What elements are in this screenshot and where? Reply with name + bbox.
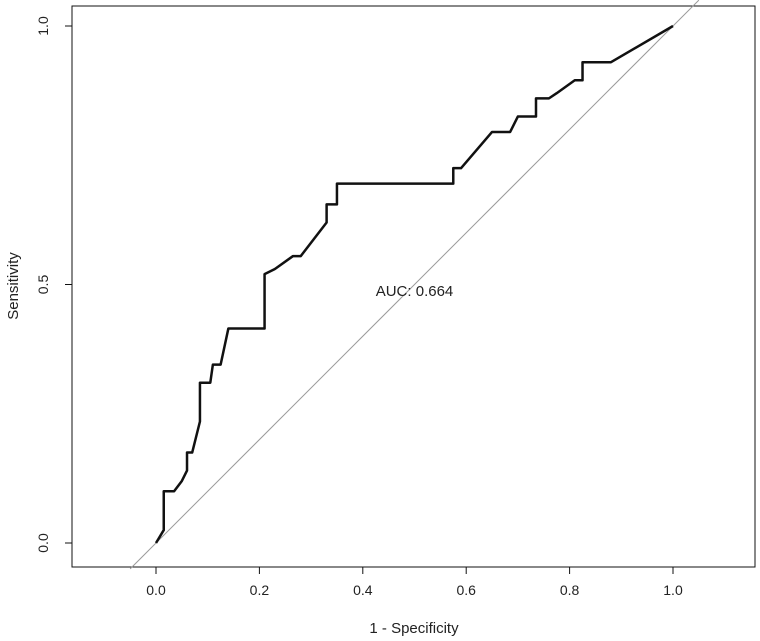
y-axis-label: Sensitivity: [5, 252, 22, 320]
y-tick-label: 0.5: [35, 275, 51, 295]
plot-frame: [71, 5, 756, 568]
x-tick-label: 0.2: [250, 582, 270, 598]
reference-diagonal-line: [129, 0, 700, 570]
auc-annotation: AUC: 0.664: [376, 283, 454, 300]
x-tick-label: 0.4: [353, 582, 373, 598]
x-tick-label: 0.0: [146, 582, 166, 598]
x-tick-label: 1.0: [663, 582, 683, 598]
y-tick-label: 0.0: [35, 533, 51, 553]
x-axis-label: 1 - Specificity: [369, 620, 459, 637]
axis-ticks: 0.0 0.2 0.4 0.6 0.8 1.0 0.0 0.5 1.0: [35, 16, 683, 598]
roc-curve: [154, 24, 674, 544]
y-tick-label: 1.0: [35, 16, 51, 36]
x-tick-label: 0.6: [456, 582, 476, 598]
x-tick-label: 0.8: [560, 582, 580, 598]
